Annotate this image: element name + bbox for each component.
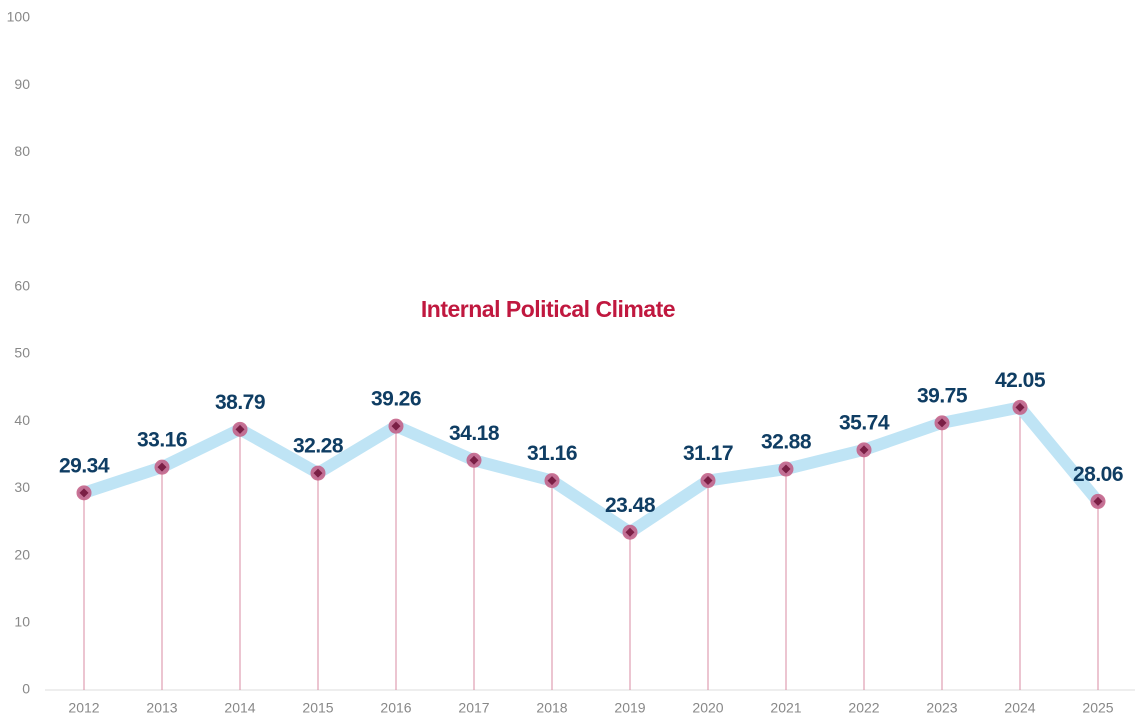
marker-diamond bbox=[1015, 402, 1025, 412]
marker-diamond bbox=[859, 445, 869, 455]
marker-diamond bbox=[547, 476, 557, 486]
chart-title: Internal Political Climate bbox=[421, 296, 675, 322]
series-line bbox=[78, 401, 1104, 539]
marker-diamond bbox=[391, 421, 401, 431]
marker-diamond bbox=[313, 468, 323, 478]
value-label: 31.17 bbox=[683, 442, 733, 465]
y-tick-label: 10 bbox=[14, 614, 30, 630]
x-tick-label: 2025 bbox=[1082, 700, 1113, 716]
value-label: 38.79 bbox=[215, 391, 265, 414]
y-tick-label: 80 bbox=[14, 143, 30, 159]
x-tick-label: 2023 bbox=[926, 700, 957, 716]
x-tick-label: 2021 bbox=[770, 700, 801, 716]
marker-diamond bbox=[79, 488, 89, 498]
y-tick-label: 90 bbox=[14, 76, 30, 92]
value-label: 32.28 bbox=[293, 435, 344, 458]
value-label: 31.16 bbox=[527, 442, 577, 465]
marker-diamond bbox=[469, 455, 479, 465]
value-label: 39.75 bbox=[917, 384, 968, 407]
value-label: 29.34 bbox=[59, 454, 110, 477]
marker-diamond bbox=[1093, 496, 1103, 506]
value-label: 33.16 bbox=[137, 429, 187, 452]
x-tick-label: 2012 bbox=[68, 700, 99, 716]
x-tick-label: 2020 bbox=[692, 700, 723, 716]
x-tick-label: 2013 bbox=[146, 700, 177, 716]
x-tick-label: 2014 bbox=[224, 700, 255, 716]
y-tick-label: 40 bbox=[14, 412, 30, 428]
marker-diamond bbox=[703, 476, 713, 486]
value-label: 35.74 bbox=[839, 411, 890, 434]
y-tick-label: 70 bbox=[14, 210, 30, 226]
y-tick-label: 0 bbox=[22, 681, 30, 697]
value-label: 39.26 bbox=[371, 388, 421, 411]
y-tick-label: 20 bbox=[14, 546, 30, 562]
value-label: 28.06 bbox=[1073, 463, 1123, 486]
value-label: 23.48 bbox=[605, 494, 656, 517]
y-tick-label: 60 bbox=[14, 278, 30, 294]
y-tick-label: 100 bbox=[7, 9, 31, 25]
value-label: 42.05 bbox=[995, 369, 1046, 392]
x-tick-label: 2015 bbox=[302, 700, 333, 716]
marker-diamond bbox=[235, 424, 245, 434]
marker-diamond bbox=[781, 464, 791, 474]
marker-diamond bbox=[157, 462, 167, 472]
x-tick-label: 2016 bbox=[380, 700, 411, 716]
x-tick-label: 2017 bbox=[458, 700, 489, 716]
y-tick-label: 30 bbox=[14, 479, 30, 495]
value-label: 34.18 bbox=[449, 422, 500, 445]
y-tick-label: 50 bbox=[14, 345, 30, 361]
value-label: 32.88 bbox=[761, 431, 812, 454]
marker-diamond bbox=[937, 418, 947, 428]
x-tick-label: 2024 bbox=[1004, 700, 1035, 716]
x-tick-label: 2019 bbox=[614, 700, 645, 716]
x-tick-label: 2018 bbox=[536, 700, 567, 716]
marker-diamond bbox=[625, 527, 635, 537]
x-tick-label: 2022 bbox=[848, 700, 879, 716]
